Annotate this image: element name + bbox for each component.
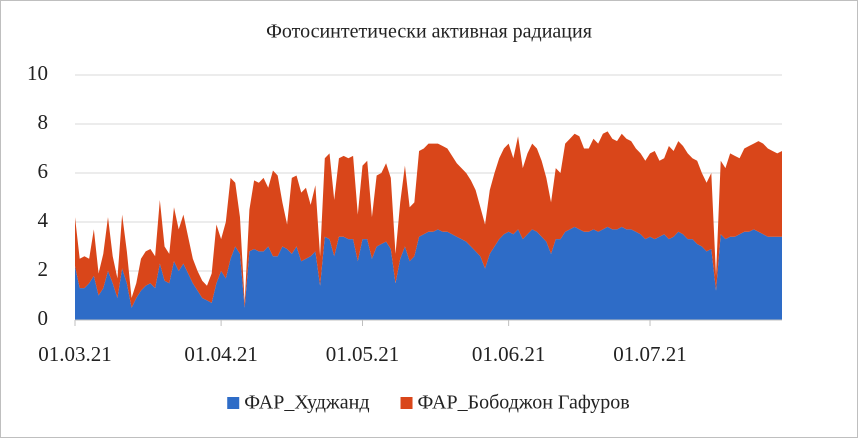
legend-label: ФАР_Бободжон Гафуров bbox=[418, 392, 630, 414]
y-tick-label: 6 bbox=[38, 159, 49, 183]
x-tick-label: 01.06.21 bbox=[472, 342, 546, 366]
legend-swatch bbox=[400, 397, 413, 409]
y-tick-label: 0 bbox=[38, 306, 49, 330]
legend-label: ФАР_Худжанд bbox=[244, 392, 369, 414]
y-tick-label: 10 bbox=[27, 61, 48, 85]
area bbox=[75, 226, 782, 320]
x-tick-label: 01.04.21 bbox=[184, 342, 258, 366]
y-tick-label: 2 bbox=[38, 257, 49, 281]
x-tick-label: 01.03.21 bbox=[38, 342, 112, 366]
y-tick-label: 4 bbox=[38, 208, 49, 232]
x-tick-label: 01.07.21 bbox=[613, 342, 687, 366]
legend-swatch bbox=[227, 397, 240, 409]
y-tick-label: 8 bbox=[38, 110, 49, 134]
chart-title: Фотосинтетически активная радиация bbox=[266, 21, 592, 43]
x-tick-label: 01.05.21 bbox=[326, 342, 400, 366]
area bbox=[75, 131, 782, 308]
